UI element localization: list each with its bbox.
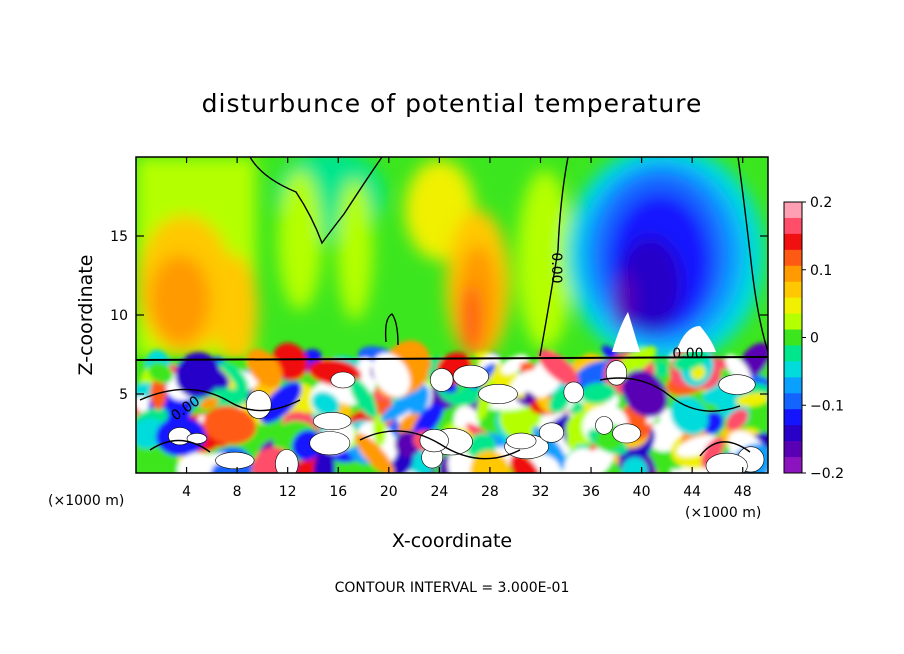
colorbar-swatch — [784, 313, 802, 331]
colorbar-swatch — [784, 202, 802, 219]
y-tick-label: 5 — [119, 387, 128, 403]
colorbar-swatch — [784, 377, 802, 394]
contour-lines — [136, 157, 768, 460]
x-axis-label: X-coordinate — [392, 530, 512, 552]
colorbar-swatch — [784, 457, 802, 474]
x-tick-label: 40 — [633, 484, 651, 500]
x-tick-label: 28 — [481, 484, 499, 500]
colorbar-ticks: 0.2 0.1 0 −0.1 −0.2 — [802, 195, 844, 482]
colorbar-swatch — [784, 393, 802, 410]
colorbar-swatch — [784, 249, 802, 267]
x-tick-label: 12 — [279, 484, 297, 500]
x-tick-label: 36 — [582, 484, 600, 500]
colorbar-swatches — [784, 202, 802, 474]
upper-layer — [136, 157, 765, 365]
y-tick-label: 15 — [110, 229, 128, 245]
contour-interval-note: CONTOUR INTERVAL = 3.000E-01 — [335, 580, 570, 596]
heatmap-field: 0.00 0.00 0.00 — [136, 157, 768, 473]
colorbar-swatch — [784, 297, 802, 315]
x-tick-label: 32 — [532, 484, 550, 500]
colorbar-swatch — [784, 329, 802, 346]
x-tick-label: 20 — [380, 484, 398, 500]
colorbar-tick-label: 0.1 — [810, 263, 832, 279]
colorbar-swatch — [784, 217, 802, 235]
lower-layer-spots — [168, 312, 765, 473]
contour-label: 0.00 — [672, 346, 703, 362]
colorbar-tick-label: −0.1 — [810, 398, 844, 414]
colorbar-swatch — [784, 345, 802, 362]
colorbar-swatch — [784, 409, 802, 426]
colorbar-swatch — [784, 281, 802, 299]
x-tick-label: 8 — [233, 484, 242, 500]
colorbar: 0.2 0.1 0 −0.1 −0.2 — [783, 195, 844, 482]
x-axis: 4 8 12 16 20 24 28 32 36 40 44 48 — [182, 157, 752, 500]
colorbar-swatch — [784, 233, 802, 251]
x-unit-right: (×1000 m) — [685, 505, 761, 521]
colorbar-tick-label: 0.2 — [810, 195, 832, 211]
x-unit-left: (×1000 m) — [48, 493, 124, 509]
colorbar-tick-label: 0 — [810, 331, 819, 347]
x-tick-label: 44 — [683, 484, 701, 500]
y-axis: 5 10 15 — [110, 229, 768, 403]
y-tick-label: 10 — [110, 308, 128, 324]
y-axis-label: Z-coordinate — [75, 255, 97, 376]
x-tick-label: 48 — [734, 484, 752, 500]
chart-title: disturbunce of potential temperature — [202, 89, 703, 118]
colorbar-swatch — [784, 361, 802, 378]
colorbar-swatch — [784, 441, 802, 458]
x-tick-label: 24 — [430, 484, 448, 500]
colorbar-tick-label: −0.2 — [810, 466, 844, 482]
colorbar-swatch — [784, 265, 802, 283]
contour-label: 0.00 — [548, 252, 564, 283]
x-tick-label: 16 — [329, 484, 347, 500]
x-tick-label: 4 — [182, 484, 191, 500]
colorbar-swatch — [784, 425, 802, 442]
